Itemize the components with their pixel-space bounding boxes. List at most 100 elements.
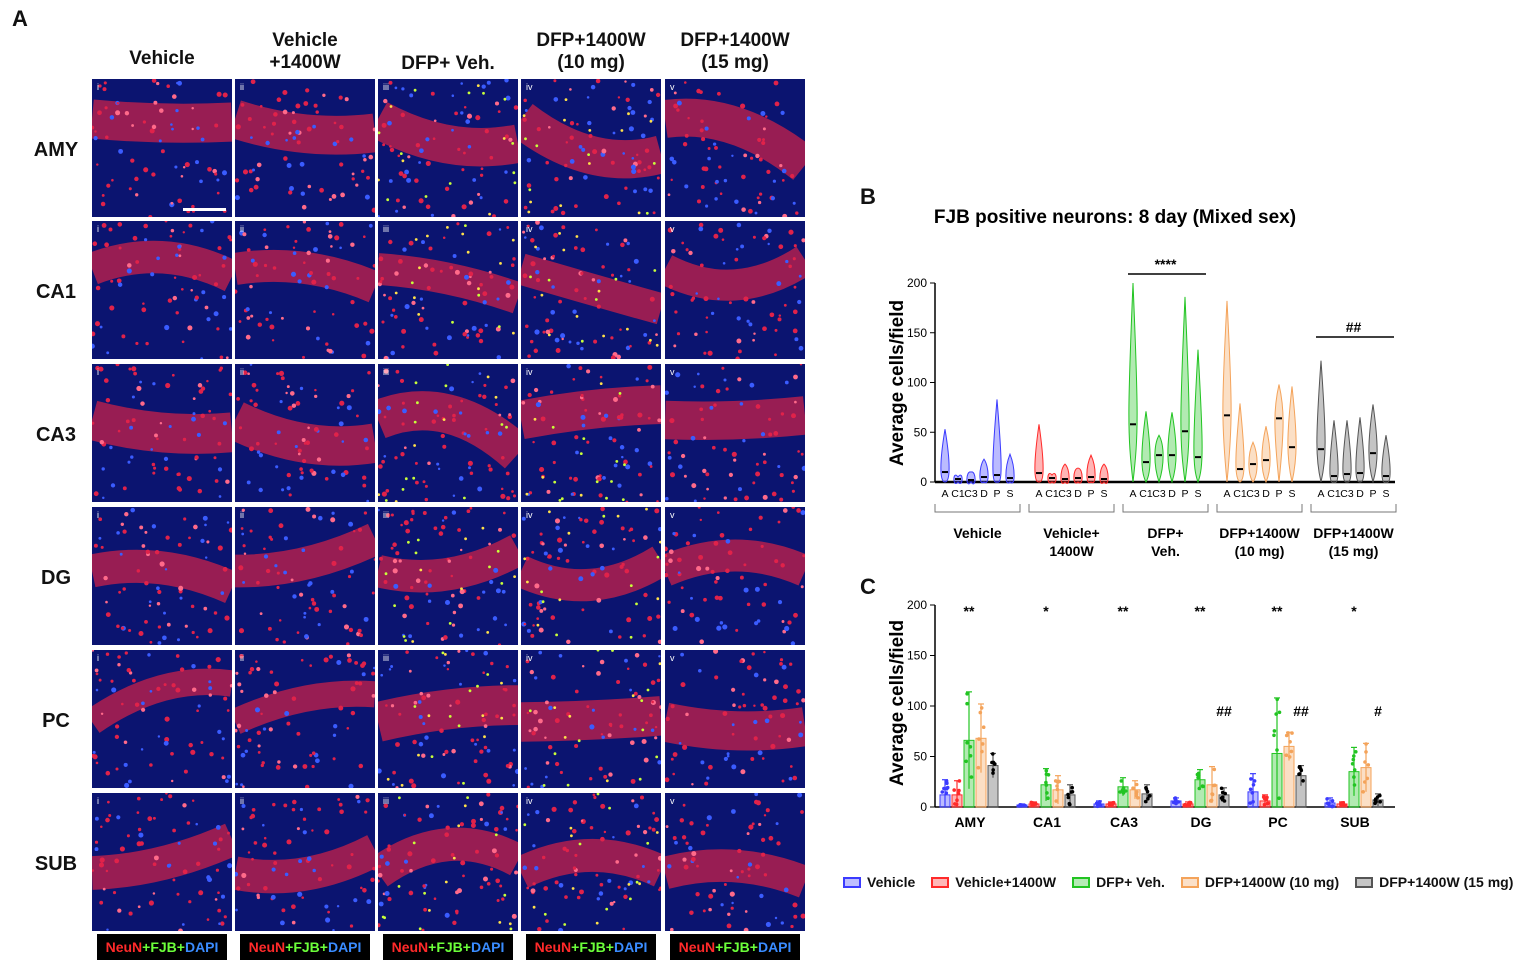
stain-label: NeuN+FJB+DAPI — [240, 934, 370, 960]
stain-label: NeuN+FJB+DAPI — [670, 934, 800, 960]
group-bracket — [1122, 504, 1209, 513]
violin — [1005, 452, 1015, 484]
data-point — [980, 749, 984, 754]
data-point — [944, 791, 949, 795]
y-tick-label: 200 — [907, 276, 927, 290]
data-point — [952, 788, 956, 792]
micrograph-tile: iii — [378, 221, 518, 359]
data-point — [1147, 794, 1152, 798]
legend-item: Vehicle+1400W — [931, 874, 1056, 890]
tile-label: v — [670, 653, 675, 663]
data-point — [1054, 799, 1058, 803]
significance-mark: **** — [1155, 256, 1177, 272]
region-tick-label: C3 — [1058, 488, 1072, 500]
tile-label: ii — [240, 82, 244, 92]
y-tick-label: 0 — [920, 475, 927, 489]
data-point — [1146, 796, 1150, 801]
violin — [1222, 300, 1232, 483]
y-axis-label: Average cells/field — [887, 300, 908, 466]
significance-mark: ## — [1216, 703, 1232, 719]
data-point — [957, 788, 961, 793]
data-point — [1030, 803, 1034, 808]
data-point — [1197, 786, 1202, 791]
tile-label: iv — [526, 796, 533, 806]
group-label: DFP+1400W — [1313, 525, 1394, 541]
data-point — [1249, 777, 1253, 781]
data-point — [1046, 796, 1050, 800]
stain-fjb: +FJB+ — [142, 939, 185, 955]
data-point — [1373, 801, 1377, 806]
y-axis-label: Average cells/field — [887, 620, 908, 786]
column-header: DFP+1400W (10 mg) — [536, 30, 646, 73]
tile-label: v — [670, 224, 675, 234]
data-point — [940, 790, 945, 794]
chart-legend: Vehicle Vehicle+1400W DFP+ Veh. DFP+1400W (… — [843, 874, 1513, 890]
data-point — [978, 710, 983, 715]
data-point — [944, 779, 949, 783]
region-tick-label: A — [1317, 488, 1324, 500]
micrograph-tile: i — [92, 221, 232, 359]
legend-swatch — [843, 876, 861, 888]
tile-label: v — [670, 367, 675, 377]
data-point — [1378, 800, 1382, 804]
y-tick-label: 200 — [907, 598, 927, 612]
micrograph-tile: iv — [521, 650, 661, 788]
scale-bar — [183, 208, 226, 211]
significance-mark: ** — [1195, 603, 1206, 619]
tile-label: iv — [526, 367, 533, 377]
micrograph-tile: v — [665, 221, 805, 359]
region-tick-label: C3 — [1340, 488, 1354, 500]
region-tick-label: C3 — [1152, 488, 1166, 500]
panel-a-letter: A — [12, 6, 28, 31]
data-point — [1366, 763, 1371, 767]
violin — [1154, 434, 1164, 484]
tile-label: v — [670, 82, 675, 92]
data-point — [957, 779, 962, 783]
y-tick-label: 50 — [914, 425, 928, 439]
data-point — [1301, 779, 1305, 783]
violin — [940, 429, 950, 483]
row-header: CA3 — [35, 424, 76, 446]
tile-label: i — [97, 653, 99, 663]
tile-label: iii — [383, 367, 389, 377]
data-point — [1200, 784, 1205, 788]
data-point — [1068, 802, 1072, 807]
stain-fjb: +FJB+ — [285, 939, 328, 955]
legend-swatch — [1072, 876, 1091, 888]
violin — [1180, 296, 1190, 483]
data-point — [1222, 799, 1227, 803]
data-point — [1055, 784, 1059, 788]
data-point — [1299, 768, 1304, 773]
data-point — [1144, 786, 1148, 790]
significance-mark: ** — [964, 603, 975, 619]
violin — [966, 471, 976, 485]
data-point — [1055, 787, 1060, 792]
y-tick-label: 150 — [907, 326, 927, 340]
tile-label: ii — [240, 224, 244, 234]
micrograph-tile: ii — [235, 221, 375, 359]
data-point — [1070, 790, 1075, 794]
data-point — [1119, 779, 1124, 783]
micrograph-tile: iv — [521, 364, 661, 502]
row-header: DG — [41, 567, 71, 589]
data-point — [1364, 742, 1368, 746]
data-point — [1210, 792, 1214, 796]
region-tick-label: P — [1369, 488, 1376, 500]
row-header: AMY — [33, 139, 79, 161]
legend-label: DFP+ Veh. — [1096, 874, 1165, 890]
column-header: DFP+1400W (15 mg) — [680, 30, 790, 73]
region-tick-label: P — [1181, 488, 1188, 500]
stain-dapi: DAPI — [613, 939, 648, 955]
group-label: Vehicle — [953, 525, 1001, 541]
data-point — [1136, 796, 1140, 800]
stain-dapi: DAPI — [184, 939, 219, 955]
stain-label: NeuN+FJB+DAPI — [97, 934, 227, 960]
category-label: AMY — [954, 814, 986, 830]
region-tick-label: S — [1006, 488, 1013, 500]
data-point — [1174, 801, 1178, 806]
tile-label: ii — [240, 796, 244, 806]
data-point — [991, 760, 996, 765]
data-point — [1134, 782, 1139, 787]
data-point — [1297, 772, 1301, 776]
data-point — [1107, 802, 1112, 807]
